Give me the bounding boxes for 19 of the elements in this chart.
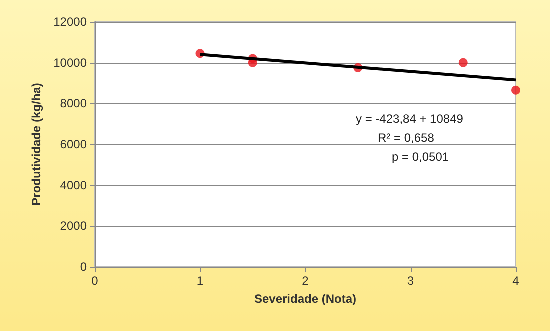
x-axis-title: Severidade (Nota) (254, 292, 357, 306)
x-tick-label: 2 (302, 274, 310, 288)
x-tick-label: 0 (92, 274, 99, 288)
x-tick-label: 1 (196, 274, 204, 288)
y-tick-label: 12000 (54, 15, 88, 29)
y-tick-label: 10000 (54, 56, 88, 70)
y-tick-label: 4000 (60, 178, 88, 192)
annotation: y = -423,84 + 10849 (356, 112, 464, 126)
y-tick-label: 8000 (60, 96, 88, 111)
y-axis-title: Produtividade (kg/ha) (30, 83, 44, 206)
y-tick-label: 0 (80, 260, 88, 274)
y-tick-label: 2000 (60, 219, 88, 234)
point (458, 58, 468, 68)
x-tick-label: 3 (407, 274, 414, 288)
x-tick-label: 4 (512, 274, 520, 288)
annotation: R² = 0,658 (378, 131, 435, 145)
y-tick-label: 6000 (60, 138, 88, 152)
annotation: p = 0,0501 (392, 150, 450, 164)
point (512, 86, 520, 95)
